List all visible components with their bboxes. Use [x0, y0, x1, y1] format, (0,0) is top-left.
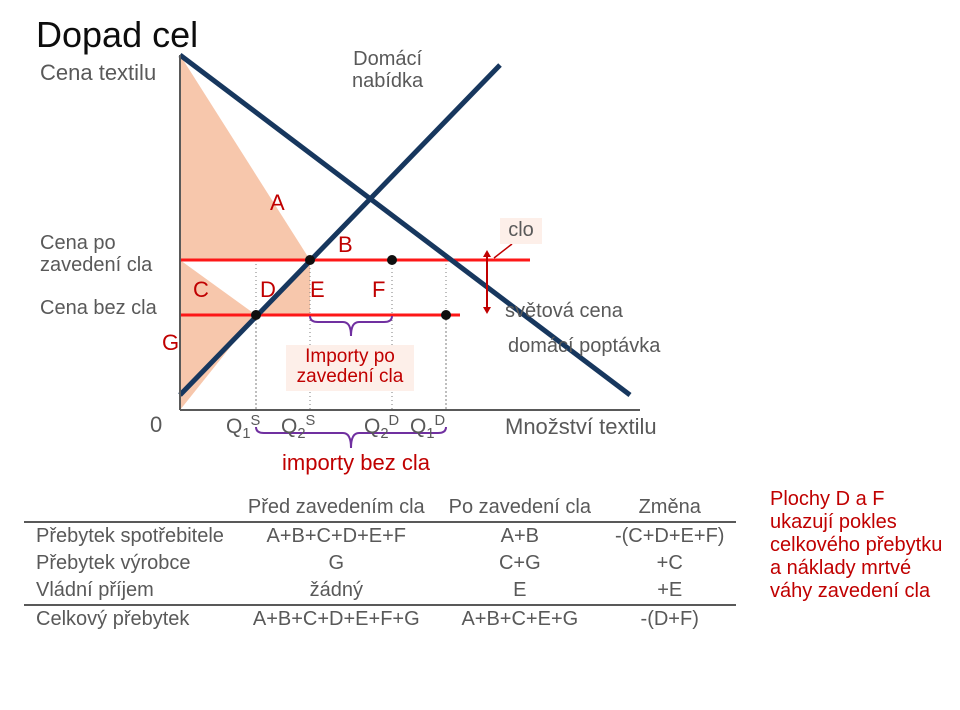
x-axis-label: Množství textilu: [505, 414, 657, 440]
table-cell: -(C+D+E+F): [603, 522, 736, 550]
quantity-label: Q2S: [281, 413, 315, 442]
imports-after-tariff-label: Importy pozavedení cla: [286, 347, 414, 387]
quantity-label: Q1S: [226, 413, 260, 442]
page-title: Dopad cel: [36, 14, 198, 56]
table-cell: E: [437, 577, 603, 605]
table-cell: Vládní příjem: [24, 577, 236, 605]
table-cell: žádný: [236, 577, 437, 605]
imports-before-tariff-label: importy bez cla: [282, 450, 430, 476]
table-cell: A+B+C+E+G: [437, 605, 603, 633]
y-axis-label: Cena textilu: [40, 60, 156, 86]
table-cell: Přebytek výrobce: [24, 550, 236, 577]
quantity-label: Q2D: [364, 413, 399, 442]
region-letter: C: [193, 277, 209, 303]
table-header: Před zavedením cla: [236, 494, 437, 522]
clo-callout: clo: [500, 219, 542, 242]
table-header: Změna: [603, 494, 736, 522]
supply-label: Domácínabídka: [352, 48, 423, 92]
table-cell: G: [236, 550, 437, 577]
welfare-table: Před zavedením claPo zavedení claZměna Př…: [24, 494, 736, 633]
price-label: Cena bez cla: [40, 297, 157, 319]
price-label: Cena pozavedení cla: [40, 232, 152, 276]
table-header: Po zavedení cla: [437, 494, 603, 522]
table-cell: +C: [603, 550, 736, 577]
world-price-label: světová cena: [505, 300, 623, 323]
table-cell: -(D+F): [603, 605, 736, 633]
deadweight-note: Plochy D a F ukazují pokles celkového př…: [770, 488, 950, 603]
region-letter: B: [338, 232, 353, 258]
table-cell: A+B: [437, 522, 603, 550]
quantity-label: Q1D: [410, 413, 445, 442]
origin-label: 0: [150, 412, 162, 438]
table-cell: A+B+C+D+E+F: [236, 522, 437, 550]
region-letter: A: [270, 190, 285, 216]
table-cell: +E: [603, 577, 736, 605]
table-cell: Přebytek spotřebitele: [24, 522, 236, 550]
table-header: [24, 494, 236, 522]
table-cell: Celkový přebytek: [24, 605, 236, 633]
region-letter: G: [162, 330, 179, 356]
table-cell: C+G: [437, 550, 603, 577]
demand-label: domácí poptávka: [508, 335, 660, 358]
welfare-table-inner: Před zavedením claPo zavedení claZměna Př…: [24, 494, 736, 633]
region-letter: F: [372, 277, 385, 303]
table-cell: A+B+C+D+E+F+G: [236, 605, 437, 633]
region-letter: E: [310, 277, 325, 303]
region-letter: D: [260, 277, 276, 303]
